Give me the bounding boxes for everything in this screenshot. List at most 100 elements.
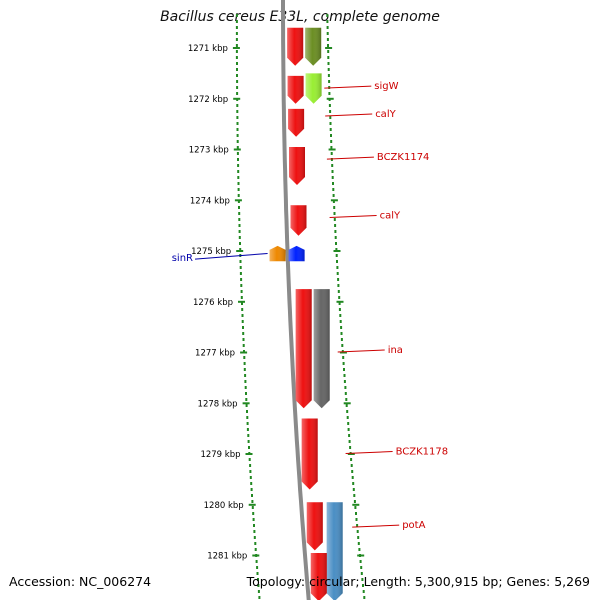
ruler-dot bbox=[327, 62, 330, 65]
feature-segment-3[interactable] bbox=[305, 73, 322, 104]
ruler-dot bbox=[237, 200, 240, 203]
feature-label[interactable]: BCZK1174 bbox=[377, 152, 430, 163]
ruler-dot bbox=[340, 332, 343, 335]
feature-label[interactable]: potA bbox=[402, 520, 425, 531]
ruler-dot bbox=[342, 356, 345, 359]
ruler-tick bbox=[357, 554, 365, 557]
feature-segment-8[interactable] bbox=[288, 245, 305, 262]
ruler-dot bbox=[349, 446, 352, 449]
feature-segment-0[interactable] bbox=[287, 27, 304, 66]
feature-label[interactable]: calY bbox=[380, 211, 401, 222]
feature-label[interactable]: ina bbox=[388, 345, 403, 356]
ruler-dot bbox=[235, 14, 238, 17]
ruler-dot bbox=[237, 194, 240, 197]
ruler-dot bbox=[243, 362, 246, 365]
ruler-dot bbox=[236, 134, 239, 137]
feature-segment-13[interactable] bbox=[326, 502, 343, 600]
ruler-tick bbox=[233, 148, 241, 151]
ruler-tick bbox=[347, 453, 355, 455]
feature-shading bbox=[287, 27, 304, 66]
ruler-dot bbox=[347, 422, 350, 425]
ruler-dot bbox=[244, 386, 247, 389]
ruler-tick bbox=[352, 503, 360, 506]
ruler-dot bbox=[235, 32, 238, 35]
ruler-dot bbox=[240, 290, 243, 293]
feature-label[interactable]: sigW bbox=[374, 81, 398, 92]
ruler-dot bbox=[257, 590, 260, 593]
ruler-dot bbox=[360, 572, 363, 575]
ruler-tick bbox=[328, 148, 336, 151]
feature-BCZK1178[interactable] bbox=[301, 418, 318, 490]
ruler-dot bbox=[337, 290, 340, 293]
ruler-dot bbox=[346, 410, 349, 413]
ruler-dot bbox=[243, 368, 246, 371]
ruler-dot bbox=[337, 284, 340, 287]
ruler-dot bbox=[337, 278, 340, 281]
tick-label: 1274 kbp bbox=[190, 196, 230, 206]
ruler-dot bbox=[235, 20, 238, 23]
feature-label[interactable]: sinR bbox=[172, 253, 193, 264]
ruler-dot bbox=[241, 308, 244, 311]
ruler-dot bbox=[256, 572, 259, 575]
feature-label[interactable]: BCZK1178 bbox=[396, 447, 449, 458]
ruler-dot bbox=[353, 500, 356, 503]
ruler-dot bbox=[235, 26, 238, 29]
ruler-dot bbox=[336, 272, 339, 275]
feature-segment-1[interactable] bbox=[305, 27, 322, 66]
feature-shading bbox=[290, 205, 307, 236]
ruler-dot bbox=[358, 548, 361, 551]
ruler-dot bbox=[241, 320, 244, 323]
ruler-dot bbox=[239, 248, 242, 251]
feature-shading bbox=[313, 289, 330, 409]
feature-sinR[interactable] bbox=[269, 245, 286, 262]
ruler-dot bbox=[329, 122, 332, 125]
tick-label: 1271 kbp bbox=[188, 44, 228, 54]
feature-shading bbox=[310, 553, 327, 600]
ruler-tick bbox=[242, 402, 250, 405]
ruler-dot bbox=[254, 548, 257, 551]
ruler-dot bbox=[354, 506, 357, 509]
feature-calY[interactable] bbox=[290, 205, 307, 236]
ruler-dot bbox=[327, 50, 330, 53]
ruler-dot bbox=[237, 188, 240, 191]
ruler-dot bbox=[338, 302, 341, 305]
feature-ina[interactable] bbox=[295, 289, 312, 409]
feature-shading bbox=[295, 289, 312, 409]
ruler-dot bbox=[249, 476, 252, 479]
feature-calY[interactable] bbox=[288, 108, 305, 137]
feature-sigW[interactable] bbox=[287, 75, 304, 104]
ruler-dot bbox=[236, 92, 239, 95]
ruler-dot bbox=[336, 260, 338, 263]
ruler-dot bbox=[244, 380, 247, 383]
ruler-dot bbox=[235, 50, 238, 53]
ruler-dot bbox=[256, 566, 259, 569]
feature-segment-14[interactable] bbox=[310, 553, 327, 600]
ruler-dot bbox=[247, 440, 250, 443]
tick-label: 1272 kbp bbox=[188, 95, 228, 105]
feature-segment-10[interactable] bbox=[313, 289, 330, 409]
feature-shading bbox=[305, 73, 322, 104]
feature-shading bbox=[326, 502, 343, 600]
ruler-dot bbox=[237, 182, 240, 185]
feature-potA[interactable] bbox=[306, 502, 323, 551]
ruler-dot bbox=[348, 440, 351, 443]
ruler-dot bbox=[243, 356, 246, 359]
ruler-dot bbox=[238, 206, 240, 209]
ruler-dot bbox=[340, 338, 343, 341]
feature-BCZK1174[interactable] bbox=[289, 147, 305, 185]
tick-label: 1278 kbp bbox=[198, 399, 238, 409]
ruler-dot bbox=[340, 326, 343, 329]
ruler-dot bbox=[238, 218, 241, 221]
ruler-dot bbox=[236, 104, 239, 107]
ruler-dot bbox=[330, 158, 333, 161]
ruler-dot bbox=[332, 200, 335, 203]
ruler-dot bbox=[235, 38, 238, 41]
ruler-dot bbox=[248, 446, 250, 449]
ruler-dot bbox=[251, 494, 253, 497]
ruler-dot bbox=[255, 560, 258, 563]
feature-label[interactable]: calY bbox=[375, 109, 396, 120]
ruler-dot bbox=[328, 92, 331, 95]
ruler-dot bbox=[242, 338, 245, 341]
ruler-dot bbox=[236, 68, 238, 71]
